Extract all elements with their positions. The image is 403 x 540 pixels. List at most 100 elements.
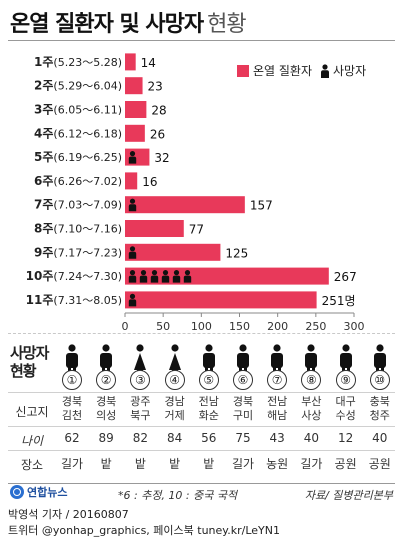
cell-age: 40: [303, 431, 320, 445]
cell-region-province: 전남: [198, 395, 219, 408]
row-place: 장소: [8, 450, 395, 475]
category-dates: (5.29～6.04): [53, 80, 122, 93]
victim-9: ⑨: [329, 340, 363, 390]
category-label: 2주(5.29～6.04): [34, 79, 122, 93]
category-label: 10주(7.24～7.30): [26, 269, 122, 283]
category-dates: (7.03～7.09): [53, 199, 122, 212]
victim-7: ⑦: [260, 340, 294, 390]
cell-region-province: 경북: [61, 395, 83, 408]
cell-age: 89: [98, 431, 114, 445]
value-label: 125: [225, 246, 248, 260]
title-sub: 현황: [207, 12, 246, 37]
legend-patients-swatch: [237, 64, 249, 77]
victim-10: ⑩: [363, 340, 397, 390]
category-label: 11주(7.31～8.05): [26, 293, 122, 307]
victim-number: ⑦: [267, 370, 288, 390]
category-dates: (6.05～6.11): [53, 104, 122, 117]
victim-2: ②: [89, 340, 123, 390]
category-week: 3주: [34, 103, 53, 117]
cell-region: 대구 수성: [329, 395, 363, 423]
category-label: 8주(7.10～7.16): [34, 222, 122, 236]
cell-region-city: 수성: [335, 409, 356, 422]
victim-number: ⑥: [233, 370, 253, 390]
cell-region: 경남 거제: [158, 395, 192, 423]
footnote: *6 : 추정, 10 : 중국 국적: [118, 489, 238, 502]
bar-patients: [125, 77, 143, 95]
row-region-label: 신고지: [15, 405, 49, 419]
value-label: 14: [141, 56, 156, 70]
victim-1: ①: [55, 340, 89, 390]
bar-patients: [125, 172, 138, 190]
category-dates: (7.31～8.05): [53, 294, 122, 307]
legend-patients-label: 온열 질환자: [253, 64, 313, 78]
cell-region-province: 경북: [232, 395, 254, 408]
cell-region: 경북 김천: [55, 395, 89, 423]
bar-patients: [125, 148, 150, 166]
cell-region-city: 사상: [301, 409, 322, 422]
cell-age: 82: [132, 431, 149, 445]
category-label: 1주(5.23～5.28): [34, 55, 122, 69]
cell-place: 농원: [266, 457, 289, 471]
victim-3: ③: [123, 340, 157, 390]
cell-place: 공원: [368, 457, 391, 471]
victims-heading-line1: 사망자: [10, 344, 49, 362]
x-tick-label: 300: [344, 320, 365, 330]
death-icon: [128, 293, 137, 307]
section-divider: [8, 333, 395, 334]
victim-number: ②: [96, 370, 117, 390]
cell-region-province: 경남: [164, 395, 185, 408]
cell-region-province: 경북: [96, 395, 117, 408]
bar-patients: [125, 53, 136, 71]
cell-region: 전남 화순: [192, 395, 226, 423]
cell-age: 75: [235, 431, 251, 445]
logo-text: 연합뉴스: [27, 486, 68, 499]
x-tick-label: 250: [305, 320, 326, 330]
cell-age: 84: [166, 431, 183, 445]
category-label: 5주(6.19～6.25): [34, 150, 122, 164]
cell-region-city: 화순: [198, 409, 219, 422]
death-icon: [128, 151, 137, 164]
value-label: 157: [250, 199, 273, 213]
victim-number: ⑨: [335, 370, 356, 390]
cell-age: 40: [372, 431, 388, 445]
victim-number: ③: [130, 370, 151, 390]
cell-region-city: 의성: [96, 409, 117, 422]
person-icon: [321, 63, 329, 78]
cell-place: 밭: [169, 457, 181, 471]
category-label: 3주(6.05～6.11): [34, 103, 122, 117]
cell-place: 공원: [334, 457, 357, 471]
category-week: 11주: [26, 293, 54, 307]
death-icon: [150, 270, 159, 283]
cell-region-city: 해남: [267, 409, 288, 422]
victims-heading: 사망자 현황: [10, 344, 49, 380]
byline: 박영석 기자 / 20160807: [8, 508, 129, 521]
cell-region-city: 김천: [61, 409, 83, 422]
death-icon: [172, 270, 181, 283]
logo-globe-icon: [10, 485, 24, 499]
x-tick-label: 0: [122, 320, 129, 330]
bar-patients: [125, 243, 221, 261]
victim-6: ⑥: [226, 340, 260, 390]
legend-deaths: 사망자: [320, 62, 366, 79]
publisher-logo: 연합뉴스: [10, 484, 67, 500]
cell-region-province: 대구: [335, 395, 356, 408]
death-icon: [183, 270, 192, 283]
title: 온열 질환자 및 사망자 현황: [10, 6, 247, 38]
victim-number: ④: [164, 370, 185, 390]
cell-age: 43: [269, 431, 285, 445]
title-main: 온열 질환자 및 사망자: [10, 12, 204, 37]
victim-number: ⑧: [301, 370, 322, 390]
cell-region-province: 광주: [130, 395, 151, 408]
category-week: 8주: [34, 222, 53, 236]
row-age: 나이: [8, 426, 395, 451]
category-label: 7주(7.03～7.09): [34, 198, 122, 212]
bar-patients: [125, 220, 184, 237]
victim-number: ①: [62, 370, 82, 390]
cell-region: 광주 북구: [123, 395, 157, 423]
cell-region: 경북 의성: [89, 395, 123, 423]
death-icon: [161, 270, 170, 283]
category-dates: (6.12～6.18): [53, 127, 122, 140]
category-week: 4주: [34, 126, 53, 140]
value-label: 23: [148, 80, 163, 94]
